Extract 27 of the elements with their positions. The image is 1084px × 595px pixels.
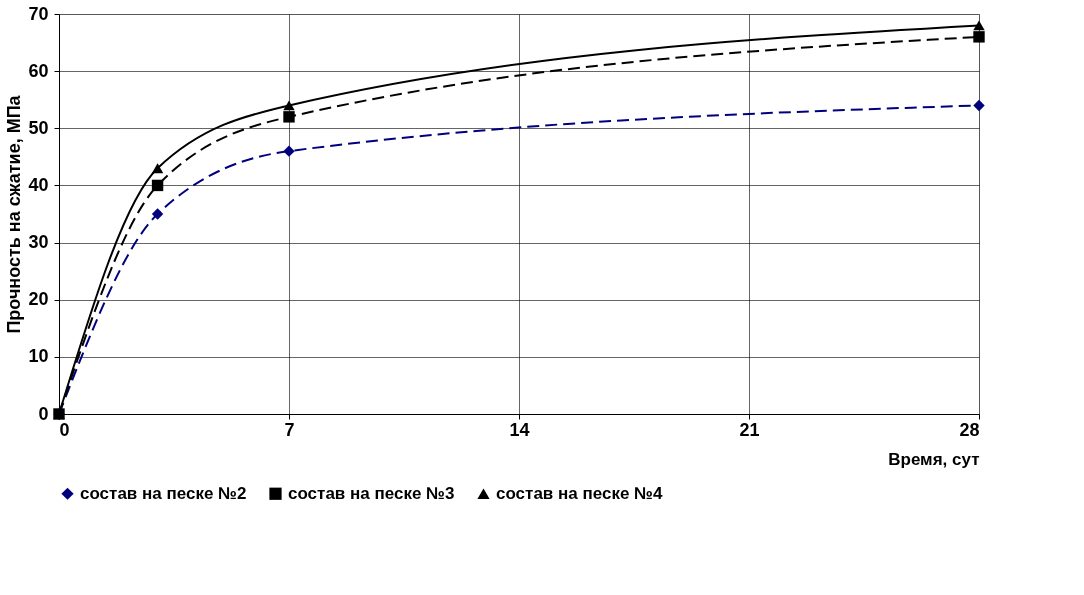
y-tick-label: 70 — [28, 3, 49, 24]
x-tick-label: 14 — [509, 419, 530, 440]
point — [973, 20, 985, 31]
x-tick-label: 7 — [284, 419, 295, 440]
point — [973, 31, 985, 43]
x-axis-title: Время, сут — [888, 449, 980, 469]
legend-label: состав на песке №2 — [80, 483, 247, 503]
x-tick-label: 21 — [739, 419, 760, 440]
y-axis-title: Прочность на сжатие, МПа — [4, 94, 25, 334]
y-tick-label: 50 — [28, 117, 49, 138]
y-tick-label: 0 — [38, 403, 49, 424]
legend-label: состав на песке №4 — [496, 483, 664, 503]
point — [151, 208, 164, 220]
y-tick-label: 20 — [28, 289, 49, 310]
point — [973, 99, 985, 112]
point — [151, 179, 164, 192]
point — [151, 163, 164, 174]
point — [283, 111, 295, 123]
y-tick-label: 30 — [28, 232, 49, 253]
x-tick-label: 28 — [959, 419, 980, 440]
x-tick-label: 0 — [59, 419, 70, 440]
point — [283, 100, 295, 111]
y-tick-label: 40 — [28, 174, 49, 195]
point — [283, 145, 295, 157]
y-tick-label: 60 — [28, 60, 49, 81]
legend-label: состав на песке №3 — [288, 483, 455, 503]
y-tick-label: 10 — [28, 346, 49, 367]
